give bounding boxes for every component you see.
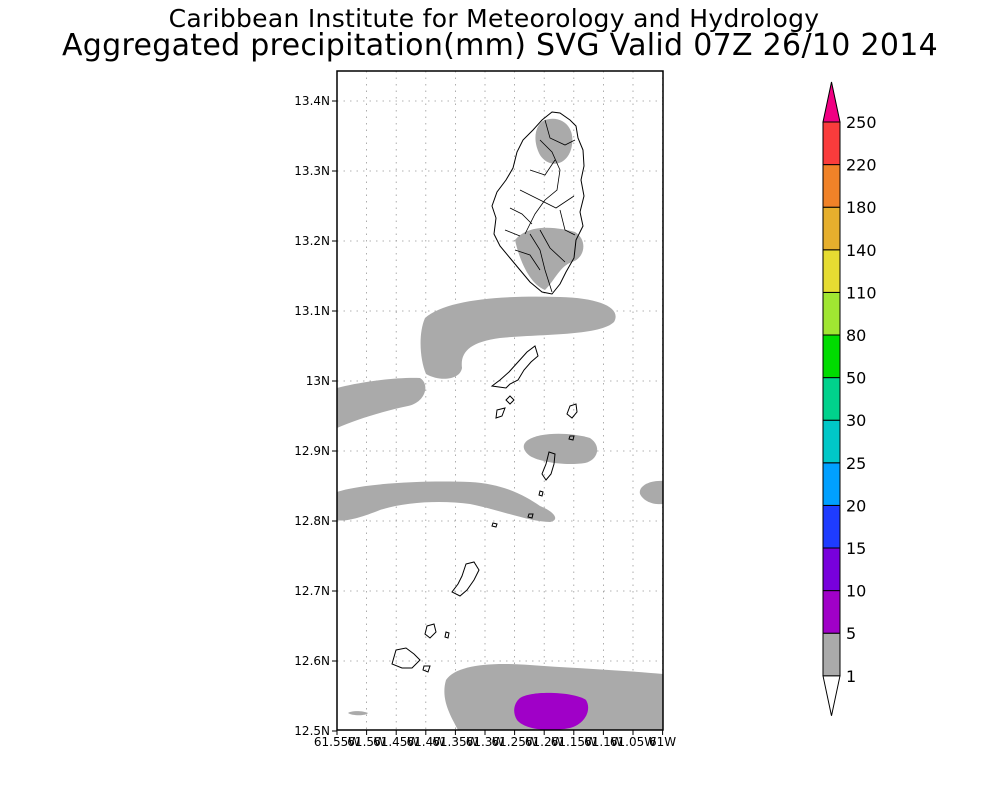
colorbar-segment (822, 462, 841, 506)
colorbar-label: 110 (846, 283, 877, 302)
colorbar-segment (822, 590, 841, 634)
lon-tick-label: 61.15W (551, 735, 597, 749)
latitude-axis: 13.4N 13.3N 13.2N 13.1N 13N 12.9N 12.8N 12.7N 12… (294, 94, 337, 738)
islet-6 (527, 513, 534, 519)
island-mustique (566, 403, 578, 419)
colorbar-segment (822, 291, 841, 336)
lon-tick-label: 61.55W (314, 735, 360, 749)
colorbar-label: 250 (846, 113, 877, 132)
colorbar-label: 25 (846, 454, 866, 473)
lat-tick-label: 13.3N (294, 164, 330, 178)
colorbar-segment (822, 121, 841, 166)
lat-tick-label: 12.6N (294, 654, 330, 668)
lon-tick-label: 61.35W (432, 735, 478, 749)
colorbar-segment (822, 632, 841, 677)
lat-tick-label: 13.4N (294, 94, 330, 108)
lat-tick-label: 12.5N (294, 724, 330, 738)
island-st-vincent (491, 111, 585, 295)
precip-shading-layer (337, 118, 663, 730)
land-outlines (391, 111, 585, 673)
lon-tick-label: 61.2W (525, 735, 564, 749)
lon-tick-label: 61.45W (373, 735, 419, 749)
colorbar-label: 20 (846, 496, 866, 515)
colorbar-label: 180 (846, 198, 877, 217)
precip-area-bequia-east (523, 433, 598, 465)
lat-tick-label: 12.8N (294, 514, 330, 528)
longitude-axis: 61.55W61.5W61.45W61.4W61.35W61.3W61.25W6… (314, 730, 676, 749)
lon-tick-label: 61.1W (584, 735, 623, 749)
title-product: Aggregated precipitation(mm) SVG Valid 0… (61, 28, 939, 63)
precip-area-east-edge (639, 480, 663, 505)
colorbar-label: 15 (846, 539, 866, 558)
lat-tick-label: 12.7N (294, 584, 330, 598)
islet-3 (568, 435, 575, 441)
precip-area-st-vincent-north (535, 118, 573, 164)
colorbar-label: 50 (846, 369, 866, 388)
island-canouan (541, 451, 556, 481)
lat-tick-label: 13.1N (294, 304, 330, 318)
island-carriacou-n (424, 623, 437, 639)
lat-tick-label: 13.2N (294, 234, 330, 248)
lon-tick-label: 61.5W (347, 735, 386, 749)
title-institute: Caribbean Institute for Meteorology and … (168, 4, 820, 33)
colorbar-label: 30 (846, 411, 866, 430)
lon-tick-label: 61.3W (466, 735, 505, 749)
islet-2 (495, 407, 506, 419)
colorbar-segment (822, 249, 841, 293)
colorbar-segment (822, 419, 841, 464)
colorbar-segment (822, 164, 841, 208)
islet-5 (491, 522, 498, 528)
islet-8 (422, 665, 431, 673)
map-panel: 13.4N 13.3N 13.2N 13.1N 13N 12.9N 12.8N 12.7N 12… (294, 70, 676, 749)
lon-tick-label: 61.4W (407, 735, 446, 749)
island-union-area (451, 561, 480, 597)
colorbar-min-arrow (822, 675, 841, 716)
colorbar-segment (822, 547, 841, 592)
colorbar-label: 1 (846, 667, 856, 686)
lat-tick-label: 13N (306, 374, 330, 388)
lon-tick-label: 61.05W (610, 735, 656, 749)
colorbar-segment (822, 377, 841, 421)
precip-area-band-12-8n (337, 481, 556, 522)
precip-area-10mm-core (514, 692, 589, 730)
colorbar-segment (822, 504, 841, 549)
colorbar-label: 220 (846, 156, 877, 175)
islet-1 (505, 395, 515, 405)
precip-area-band-13-1n (420, 296, 616, 379)
precip-area-west-13n (337, 377, 426, 428)
colorbar-segment (822, 206, 841, 251)
lon-tick-label: 61.25W (491, 735, 537, 749)
colorbar-label: 140 (846, 241, 877, 260)
precip-area-st-vincent-south (515, 227, 584, 290)
colorbar-label: 5 (846, 624, 856, 643)
colorbar-max-arrow (822, 81, 841, 123)
precip-area-west-islet (348, 711, 368, 716)
colorbar-label: 10 (846, 582, 866, 601)
island-carriacou (391, 647, 421, 669)
islet-4 (538, 490, 544, 497)
lon-tick-label: 61W (649, 735, 676, 749)
lat-tick-label: 12.9N (294, 444, 330, 458)
islet-7 (444, 631, 450, 639)
map-frame (336, 70, 664, 731)
colorbar-segment (822, 334, 841, 379)
colorbar-label: 80 (846, 326, 866, 345)
island-bequia (490, 345, 539, 389)
st-vincent-internal-boundaries (504, 119, 576, 293)
